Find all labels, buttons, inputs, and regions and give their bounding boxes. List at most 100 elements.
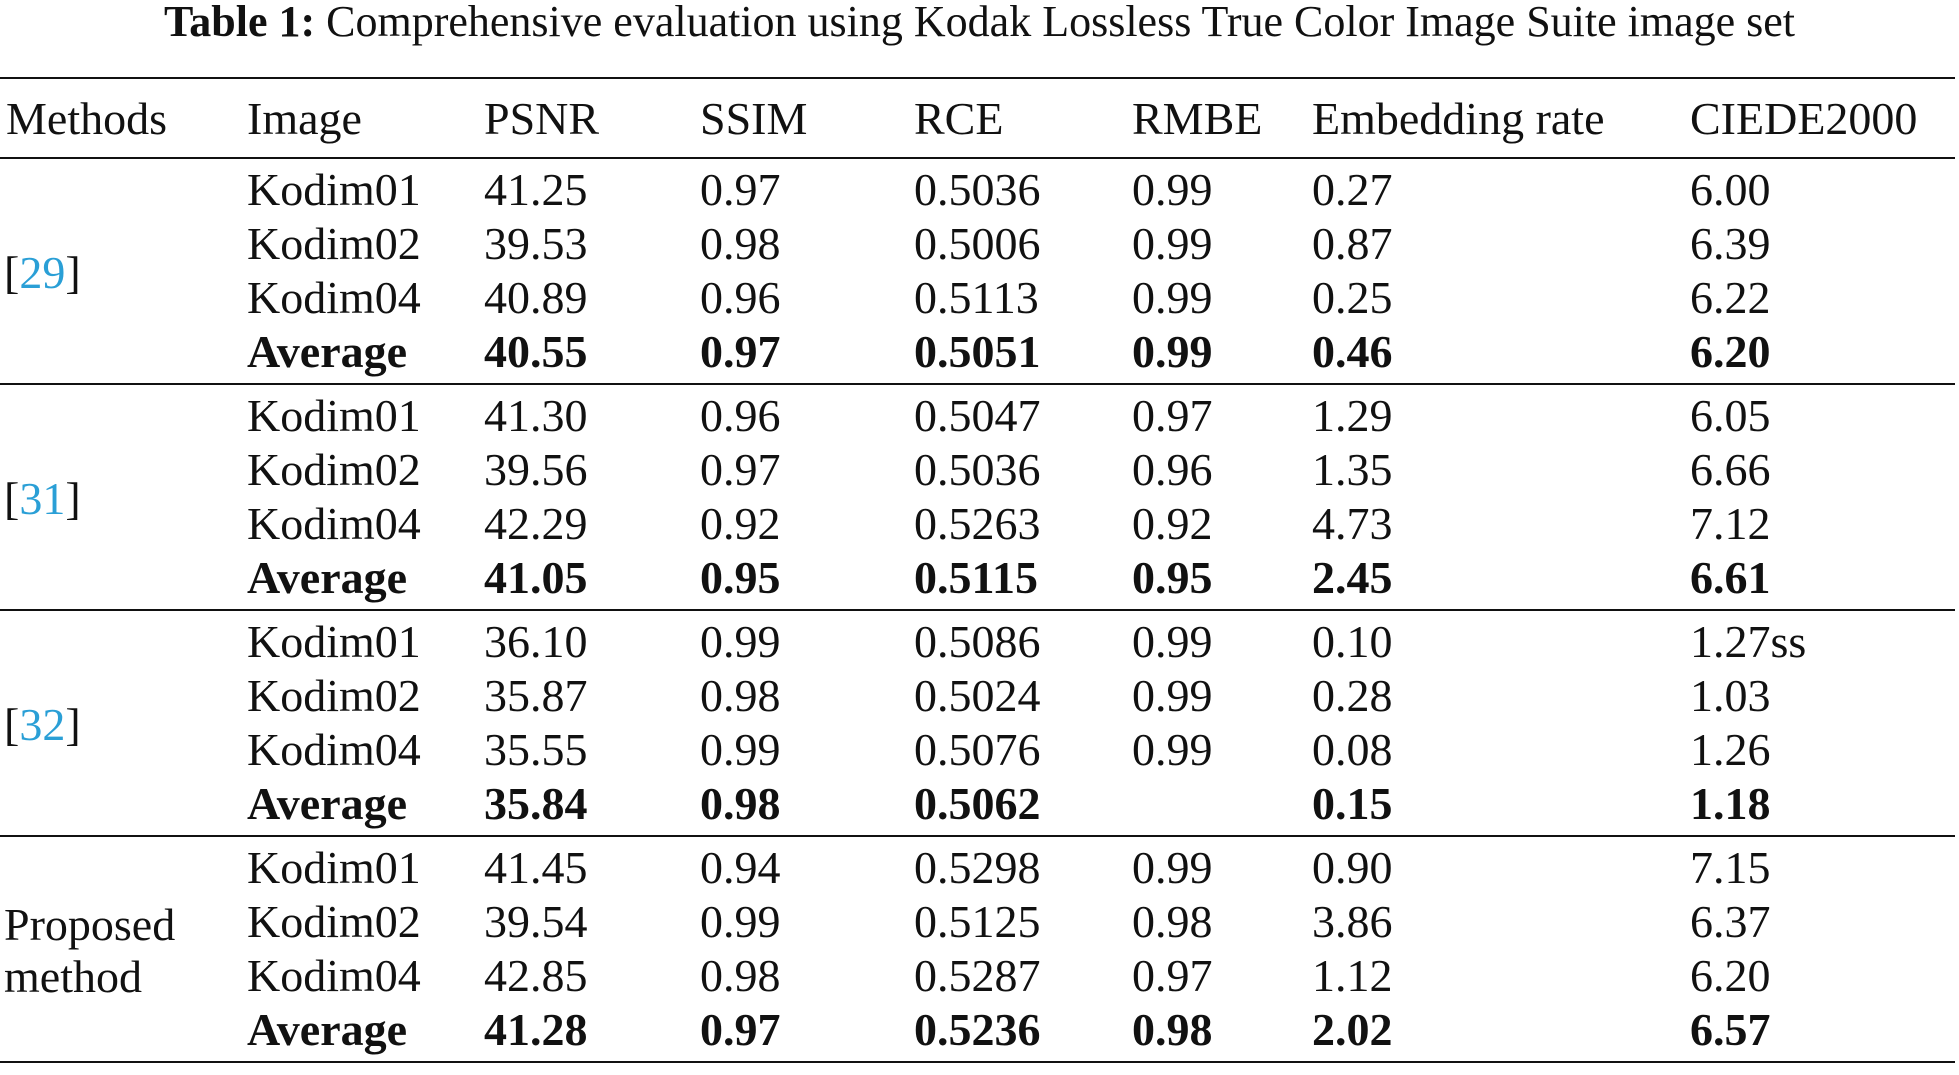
cell-ciede2000: 6.39: [1690, 218, 1771, 269]
cell-ciede2000: 1.27ss: [1690, 616, 1807, 667]
cell-image: Average: [241, 777, 478, 837]
citation-link[interactable]: 31: [19, 473, 66, 524]
cell-ssim: 0.99: [700, 616, 781, 667]
cell-ssim: 0.99: [700, 896, 781, 947]
cell-rmbe: [1126, 777, 1306, 837]
cell-rmbe: 0.99: [1132, 842, 1213, 893]
method-cell: Proposed method: [0, 836, 241, 1063]
cell-psnr: 41.28: [478, 1003, 694, 1063]
cell-psnr: 41.25: [484, 164, 588, 215]
cell-embedding-rate: 2.45: [1306, 551, 1684, 611]
cell-ciede2000: 6.00: [1690, 164, 1771, 215]
cell-ciede2000: 7.12: [1690, 498, 1771, 549]
cell-rmbe: 0.97: [1132, 390, 1213, 441]
cell-embedding-rate: 0.46: [1306, 325, 1684, 385]
cell-psnr: 41.30: [484, 390, 588, 441]
cell-rmbe: 0.95: [1126, 551, 1306, 611]
cell-ciede2000: 6.37: [1690, 896, 1771, 947]
method-cell: [32]: [0, 610, 241, 837]
cell-image: Average: [241, 325, 478, 385]
table-row: Kodim04 40.89 0.96 0.5113 0.99 0.25 6.22: [0, 271, 1955, 325]
method-bracket-close: ]: [65, 473, 81, 524]
cell-ciede2000: 1.18: [1684, 777, 1955, 837]
cell-rce: 0.5051: [908, 325, 1126, 385]
method-bracket-open: [: [4, 699, 20, 750]
cell-ciede2000: 6.22: [1690, 272, 1771, 323]
cell-ssim: 0.95: [694, 551, 908, 611]
citation-link[interactable]: 29: [19, 247, 66, 298]
cell-ssim: 0.96: [700, 390, 781, 441]
cell-rmbe: 0.99: [1132, 272, 1213, 323]
header-ciede2000: CIEDE2000: [1684, 77, 1955, 159]
cell-image: Kodim02: [247, 218, 421, 269]
cell-image: Kodim01: [247, 390, 421, 441]
cell-ciede2000: 6.61: [1684, 551, 1955, 611]
caption-label: Table 1:: [163, 0, 316, 46]
cell-ssim: 0.97: [694, 325, 908, 385]
method-bracket-open: [: [4, 247, 20, 298]
cell-ssim: 0.94: [700, 842, 781, 893]
cell-image: Kodim04: [247, 950, 421, 1001]
cell-ssim: 0.96: [700, 272, 781, 323]
citation-link[interactable]: 32: [19, 699, 66, 750]
cell-ciede2000: 1.03: [1690, 670, 1771, 721]
cell-rce: 0.5076: [914, 724, 1041, 775]
table-row: [31] Kodim01 41.30 0.96 0.5047 0.97 1.29 6.05: [0, 384, 1955, 611]
header-psnr: PSNR: [478, 77, 694, 159]
cell-embedding-rate: 0.10: [1312, 616, 1393, 667]
cell-rce: 0.5298: [914, 842, 1041, 893]
cell-embedding-rate: 0.28: [1312, 670, 1393, 721]
average-row: Average 41.28 0.97 0.5236 0.98 2.02 6.57: [0, 1003, 1955, 1063]
cell-image: Kodim04: [247, 272, 421, 323]
cell-embedding-rate: 1.12: [1312, 950, 1393, 1001]
cell-psnr: 42.85: [484, 950, 588, 1001]
cell-rmbe: 0.98: [1132, 896, 1213, 947]
cell-psnr: 39.53: [484, 218, 588, 269]
header-rce: RCE: [908, 77, 1126, 159]
method-bracket-close: ]: [65, 247, 81, 298]
cell-image: Kodim04: [247, 498, 421, 549]
cell-rce: 0.5036: [914, 164, 1041, 215]
cell-ciede2000: 6.66: [1690, 444, 1771, 495]
header-image: Image: [241, 77, 478, 159]
results-table: Methods Image PSNR SSIM RCE RMBE Embeddi…: [0, 77, 1955, 1063]
method-cell: [29]: [0, 158, 241, 385]
table-row: [32] Kodim01 36.10 0.99 0.5086 0.99 0.10 1.27ss: [0, 610, 1955, 837]
cell-rmbe: 0.96: [1132, 444, 1213, 495]
cell-psnr: 40.55: [478, 325, 694, 385]
header-ssim: SSIM: [694, 77, 908, 159]
results-table-container: Methods Image PSNR SSIM RCE RMBE Embeddi…: [0, 77, 1955, 1063]
cell-image: Kodim02: [247, 896, 421, 947]
cell-embedding-rate: 0.15: [1306, 777, 1684, 837]
table-row: Proposed method Kodim01 41.45 0.94 0.5298 0.99…: [0, 836, 1955, 1063]
cell-ciede2000: 6.05: [1690, 390, 1771, 441]
cell-rce: 0.5036: [914, 444, 1041, 495]
cell-ciede2000: 1.26: [1690, 724, 1771, 775]
method-name-line1: Proposed: [4, 899, 176, 950]
cell-ssim: 0.98: [700, 670, 781, 721]
cell-rce: 0.5236: [908, 1003, 1126, 1063]
method-bracket-open: [: [4, 473, 20, 524]
cell-rce: 0.5024: [914, 670, 1041, 721]
table-row: Kodim02 35.87 0.98 0.5024 0.99 0.28 1.03: [0, 669, 1955, 723]
cell-ssim: 0.97: [700, 164, 781, 215]
cell-psnr: 36.10: [484, 616, 588, 667]
cell-rmbe: 0.97: [1132, 950, 1213, 1001]
cell-rmbe: 0.99: [1132, 218, 1213, 269]
cell-rmbe: 0.99: [1132, 616, 1213, 667]
cell-embedding-rate: 0.90: [1312, 842, 1393, 893]
caption-text: Comprehensive evaluation using Kodak Los…: [326, 0, 1796, 46]
cell-rce: 0.5115: [908, 551, 1126, 611]
cell-embedding-rate: 0.08: [1312, 724, 1393, 775]
method-bracket-close: ]: [65, 699, 81, 750]
cell-rce: 0.5287: [914, 950, 1041, 1001]
cell-embedding-rate: 4.73: [1312, 498, 1393, 549]
cell-rmbe: 0.99: [1126, 325, 1306, 385]
average-row: Average 40.55 0.97 0.5051 0.99 0.46 6.20: [0, 325, 1955, 385]
header-embedding-rate: Embedding rate: [1306, 77, 1684, 159]
cell-embedding-rate: 1.35: [1312, 444, 1393, 495]
cell-rmbe: 0.99: [1132, 670, 1213, 721]
cell-psnr: 35.84: [478, 777, 694, 837]
cell-ssim: 0.92: [700, 498, 781, 549]
table-row: Kodim04 42.85 0.98 0.5287 0.97 1.12 6.20: [0, 949, 1955, 1003]
